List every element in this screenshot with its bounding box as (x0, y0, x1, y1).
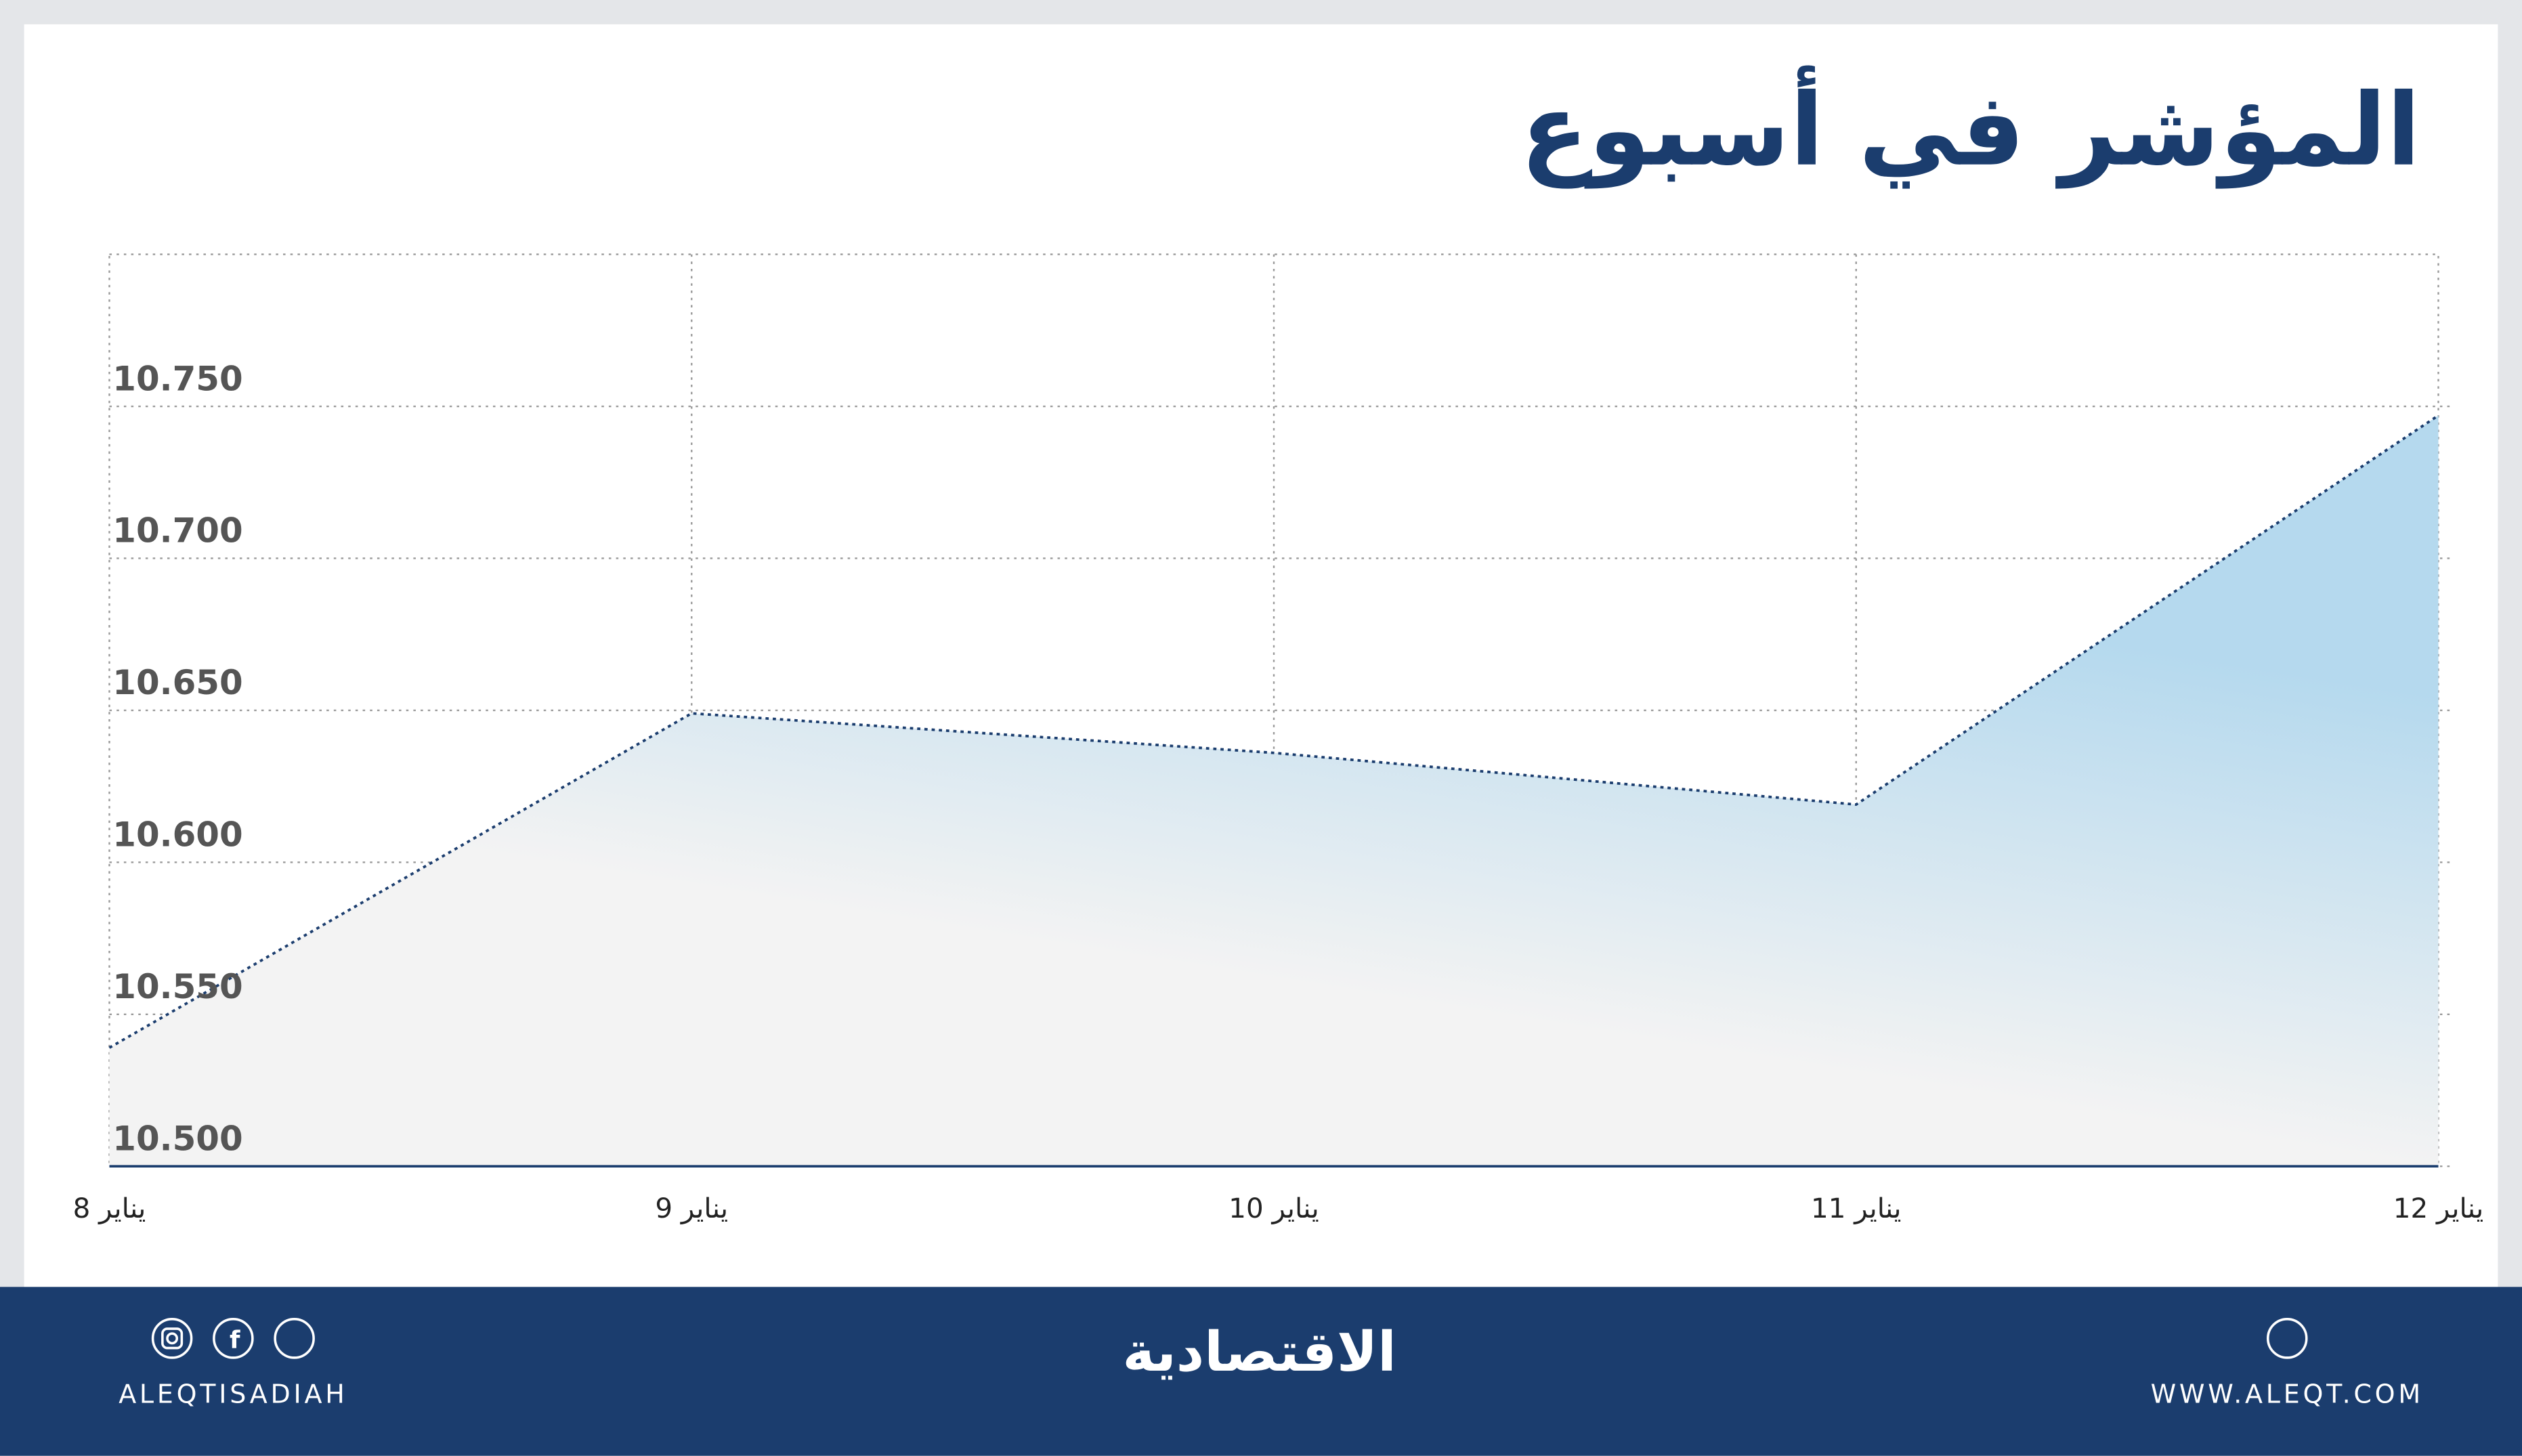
x-tick-label: 8 يناير (73, 1193, 146, 1224)
y-tick-label: 10.500 (112, 1119, 242, 1158)
x-tick-label: 11 يناير (1811, 1193, 1901, 1224)
handle: ALEQTISADIAH (119, 1379, 347, 1409)
line (108, 414, 2439, 1049)
x-tick-label: 10 يناير (1228, 1193, 1319, 1224)
y-tick-label: 10.700 (112, 511, 242, 551)
logo: الاقتصادية (1122, 1321, 1396, 1384)
website: WWW.ALEQT.COM (2151, 1379, 2424, 1409)
x-tick-label: 12 يناير (2393, 1193, 2483, 1224)
area (109, 415, 2439, 1167)
y-tick-label: 10.600 (112, 815, 242, 855)
footer-bar (0, 1287, 2522, 1456)
x-tick-label: 9 يناير (655, 1193, 728, 1224)
y-tick-label: 10.750 (112, 359, 242, 398)
y-tick-label: 10.650 (112, 663, 242, 702)
plot: 10.500 10.550 10.600 10.650 10.700 10.750 8 ين… (73, 253, 2483, 1224)
y-tick-label: 10.550 (112, 967, 242, 1006)
fb-icon: f (230, 1327, 240, 1354)
chart-title: المؤشر في أسبوع (1520, 65, 2420, 189)
social-icons (151, 1318, 2308, 1359)
